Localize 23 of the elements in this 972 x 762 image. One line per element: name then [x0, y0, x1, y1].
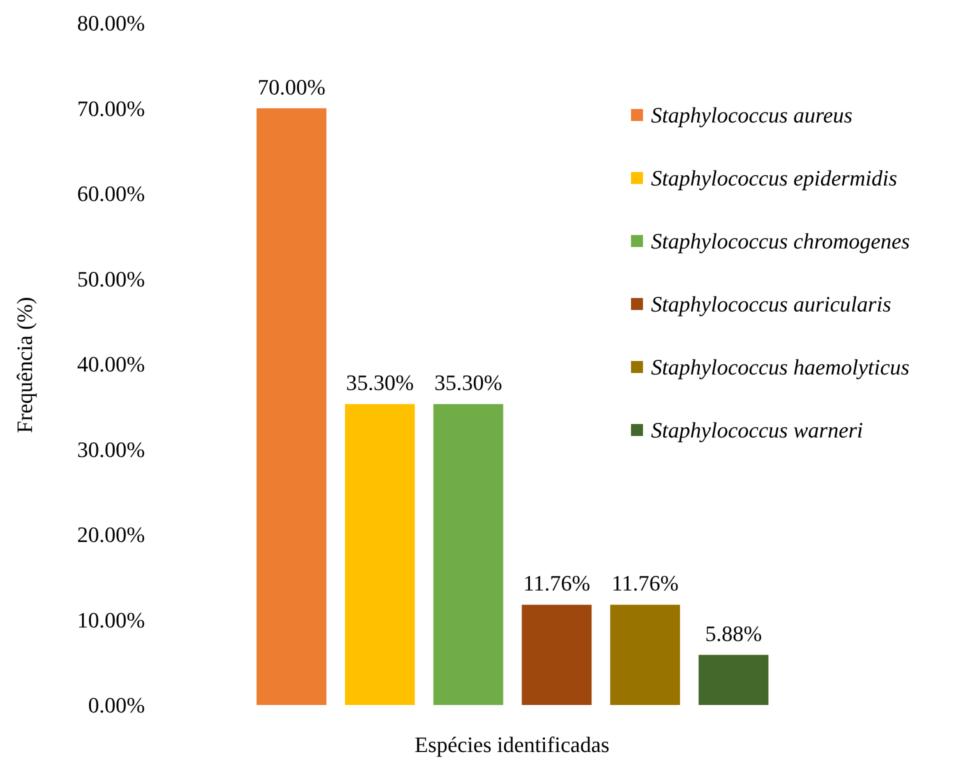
- data-label: 35.30%: [346, 370, 414, 396]
- y-axis-title: Frequência (%): [12, 296, 37, 434]
- legend-label: Staphylococcus auricularis: [651, 292, 892, 317]
- data-label: 5.88%: [705, 620, 762, 646]
- y-tick-label: 20.00%: [77, 522, 145, 548]
- y-tick-label: 60.00%: [77, 181, 145, 206]
- y-tick-label: 80.00%: [77, 10, 145, 36]
- y-tick-label: 50.00%: [77, 266, 145, 292]
- legend-label: Staphylococcus warneri: [651, 418, 864, 443]
- x-axis-title: Espécies identificadas: [414, 732, 610, 757]
- legend-label: Staphylococcus haemolyticus: [651, 354, 910, 380]
- y-tick-label: 40.00%: [77, 352, 145, 377]
- y-tick-label: 0.00%: [88, 692, 145, 718]
- data-label: 70.00%: [258, 74, 326, 100]
- legend-label: Staphylococcus aureus: [651, 102, 852, 128]
- y-tick-label: 30.00%: [77, 436, 145, 462]
- legend-label: Staphylococcus chromogenes: [651, 228, 910, 254]
- legend-label: Staphylococcus epidermidis: [651, 166, 898, 191]
- data-label: 11.76%: [523, 570, 590, 596]
- data-label: 11.76%: [612, 570, 679, 596]
- y-tick-label: 10.00%: [77, 607, 145, 632]
- y-tick-label: 70.00%: [77, 96, 145, 121]
- data-label: 35.30%: [434, 370, 502, 396]
